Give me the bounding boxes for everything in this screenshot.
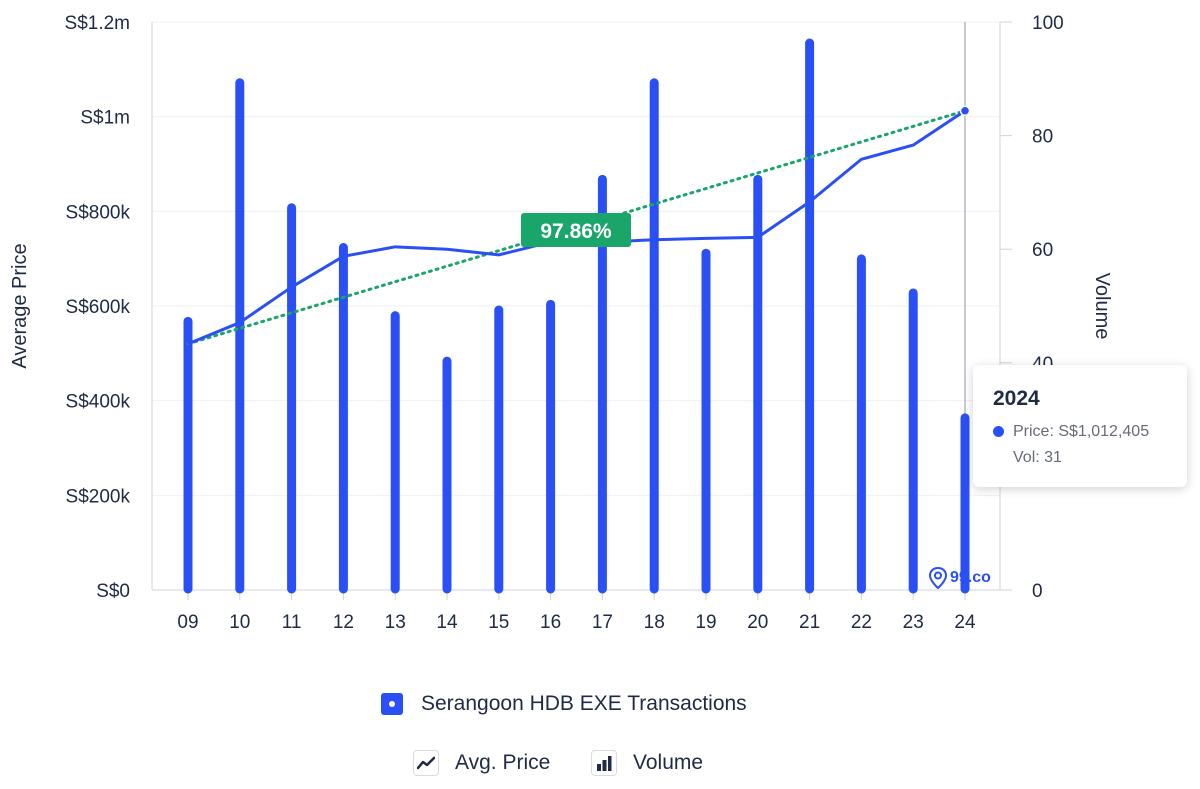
series-color-swatch: [381, 693, 403, 715]
x-tick-label: 21: [799, 612, 820, 633]
99co-logo: 99.co: [929, 567, 991, 589]
y-left-tick-label: S$1.2m: [65, 13, 130, 34]
series-dot-icon: [993, 426, 1004, 437]
logo-text: 99.co: [950, 569, 991, 586]
growth-badge: [521, 213, 631, 247]
bar-chart-icon: [591, 750, 617, 776]
x-tick-label: 17: [592, 612, 613, 633]
y-left-tick-label: S$1m: [80, 108, 130, 129]
chart-tooltip: 2024 Price: S$1,012,405 Vol: 31: [973, 365, 1187, 487]
y-right-tick-label: 80: [1032, 127, 1053, 148]
legend-series-label: Serangoon HDB EXE Transactions: [421, 692, 747, 715]
x-tick-label: 20: [747, 612, 768, 633]
x-tick-label: 22: [851, 612, 872, 633]
y-left-tick-label: S$0: [96, 581, 130, 602]
x-tick-label: 12: [333, 612, 354, 633]
tooltip-price: Price: S$1,012,405: [1013, 423, 1150, 440]
toggle-volume[interactable]: Volume: [591, 750, 703, 776]
x-tick-label: 10: [229, 612, 250, 633]
line-chart-icon: [413, 750, 439, 776]
y-left-tick-label: S$400k: [66, 392, 131, 413]
y-right-axis-title: Volume: [1091, 273, 1113, 340]
x-tick-label: 09: [177, 612, 198, 633]
x-tick-label: 14: [436, 612, 458, 633]
tooltip-title: 2024: [993, 387, 1040, 410]
y-right-tick-label: 0: [1032, 581, 1043, 602]
location-pin-icon: [929, 567, 947, 589]
legend-series-item[interactable]: Serangoon HDB EXE Transactions: [381, 692, 747, 716]
x-tick-label: 18: [644, 612, 665, 633]
x-tick-label: 19: [695, 612, 716, 633]
x-tick-label: 11: [282, 612, 302, 633]
x-tick-label: 24: [954, 612, 976, 633]
y-left-tick-label: S$800k: [66, 202, 131, 223]
y-left-tick-label: S$600k: [66, 297, 131, 318]
x-tick-label: 15: [488, 612, 509, 633]
toggle-avg-price[interactable]: Avg. Price: [413, 750, 550, 776]
y-right-tick-label: 60: [1032, 240, 1053, 261]
growth-badge-label: 97.86%: [540, 220, 612, 243]
x-tick-label: 13: [385, 612, 406, 633]
tooltip-volume: Vol: 31: [1013, 449, 1062, 466]
x-tick-label: 16: [540, 612, 561, 633]
avg-price-point: [959, 105, 971, 117]
toggle-avg-price-label: Avg. Price: [455, 751, 551, 774]
y-right-tick-label: 100: [1032, 13, 1064, 34]
x-tick-label: 23: [903, 612, 924, 633]
y-left-axis-title: Average Price: [9, 243, 31, 368]
toggle-volume-label: Volume: [633, 751, 704, 774]
y-left-tick-label: S$200k: [66, 486, 131, 507]
